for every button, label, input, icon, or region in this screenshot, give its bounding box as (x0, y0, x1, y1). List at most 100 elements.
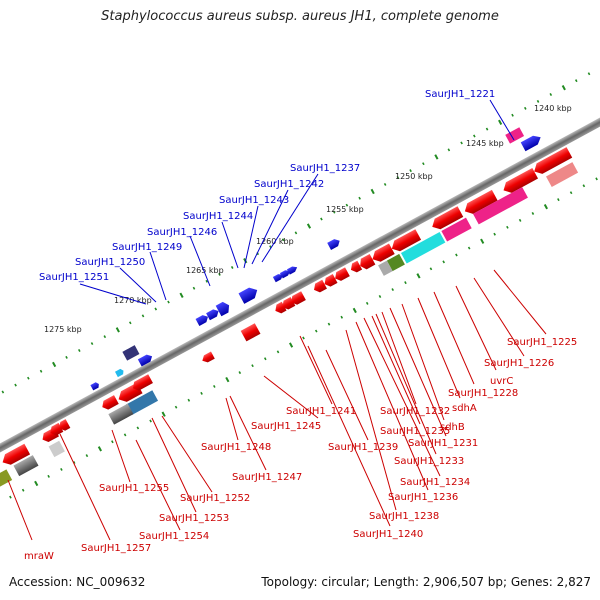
ruler-tick (378, 295, 382, 298)
forward-label-lines (79, 99, 515, 305)
ruler-tick (174, 405, 178, 409)
ruler-tick (383, 182, 387, 186)
ruler-label: 1255 kbp (326, 205, 364, 214)
ruler-label: 1275 kbp (44, 325, 82, 334)
ruler-tick (582, 184, 586, 188)
ruler-tick (34, 480, 39, 487)
forward-gene-label: SaurJH1_1250 (75, 257, 145, 268)
reverse-gene-green (386, 253, 405, 272)
reverse-gene-olive (0, 469, 13, 487)
reverse-gene-j (324, 274, 338, 287)
ruler-tick (192, 286, 196, 290)
ruler-tick (213, 384, 216, 388)
ruler-tick (78, 349, 81, 352)
ruler-tick (60, 467, 63, 471)
reverse-gene-l (291, 291, 306, 305)
ruler-labels: 1240 kbp 1245 kbp 1250 kbp 1255 kbp 1260… (44, 104, 572, 334)
reverse-gene-magenta (473, 187, 528, 225)
ruler-tick (251, 364, 254, 368)
ruler-tick (429, 267, 433, 271)
ruler-tick (531, 211, 535, 215)
ruler-tick (485, 127, 489, 131)
reverse-gene-light (546, 162, 579, 188)
ruler-tick (345, 203, 349, 207)
ruler-tick (480, 238, 485, 244)
forward-gene-label: SaurJH1_1221 (425, 89, 495, 100)
reverse-gene-label: sdhB (440, 422, 465, 433)
ruler-tick (543, 203, 548, 210)
reverse-gene-label: SaurJH1_1234 (400, 477, 470, 488)
reverse-gene-grey (378, 260, 393, 276)
ruler-tick (327, 322, 331, 326)
reverse-gene-steel (125, 390, 159, 416)
reverse-gene-w (2, 443, 31, 465)
reverse-gene-k (314, 279, 327, 293)
forward-gene-label: SaurJH1_1246 (147, 227, 217, 238)
ruler-tick (332, 210, 336, 214)
reverse-gene-label: sdhA (452, 403, 477, 414)
reverse-gene-f (372, 243, 395, 262)
ruler-tick (65, 355, 68, 359)
ruler-tick (511, 113, 514, 117)
ruler-tick (179, 292, 184, 298)
ruler-tick (136, 426, 140, 430)
forward-gene-cyan (114, 368, 124, 378)
reverse-gene-o (240, 323, 261, 342)
reverse-gene-label: SaurJH1_1252 (180, 493, 250, 504)
reverse-gene-m (282, 296, 296, 310)
reverse-gene-label: SaurJH1_1245 (251, 421, 321, 432)
ruler-tick (569, 191, 573, 195)
ruler-tick (409, 169, 412, 173)
ruler-tick (518, 218, 522, 222)
reverse-gene-label: SaurJH1_1240 (353, 529, 423, 540)
ruler-tick (115, 327, 120, 333)
reverse-gene-i (335, 267, 350, 281)
ruler-tick (123, 433, 127, 437)
ruler-tick (14, 383, 17, 387)
ruler-tick (340, 315, 344, 319)
ruler-tick (161, 411, 166, 417)
ruler-tick (128, 321, 132, 325)
ruler-tick (103, 335, 107, 339)
ruler-tick (442, 260, 445, 264)
ruler-tick (455, 253, 458, 257)
ruler-tick (422, 162, 425, 166)
reverse-gene-e (391, 229, 422, 252)
reverse-gene-b (503, 167, 539, 193)
reverse-gene-a (534, 147, 573, 174)
genome-summary-label: Topology: circular; Length: 2,906,507 bp… (261, 575, 591, 589)
reverse-gene-label: SaurJH1_1247 (232, 472, 302, 483)
genome-backbone (0, 81, 600, 489)
reverse-gene-label: uvrC (490, 376, 513, 387)
ruler-tick (154, 307, 158, 311)
reverse-gene-grey-3 (48, 440, 65, 458)
map-title: Staphylococcus aureus subsp. aureus JH1,… (101, 9, 499, 24)
ruler-tick (21, 488, 25, 492)
reverse-gene-label: SaurJH1_1253 (159, 513, 229, 524)
ruler-tick (416, 273, 421, 279)
ruler-tick (47, 474, 50, 478)
ruler-tick (404, 281, 407, 285)
reverse-gene-label: SaurJH1_1248 (201, 442, 271, 453)
reverse-gene-h (350, 260, 363, 273)
ruler-tick (557, 198, 560, 202)
reverse-gene-label: SaurJH1_1255 (99, 483, 169, 494)
ruler-tick (320, 217, 323, 221)
forward-gene-1250 (206, 309, 219, 321)
ruler-tick (498, 119, 503, 125)
reverse-gene-label: SaurJH1_1257 (81, 543, 151, 554)
ruler-tick (595, 177, 598, 181)
ruler-tick (276, 350, 280, 354)
reverse-gene-grey-2 (13, 455, 39, 477)
ruler-tick (225, 376, 230, 383)
forward-gene-1221 (520, 135, 541, 152)
ruler-tick (200, 391, 203, 395)
ruler-tick (434, 154, 439, 160)
ruler-tick (9, 495, 12, 499)
ruler-tick (391, 288, 395, 292)
ruler-tick (263, 357, 267, 361)
ruler-label: 1245 kbp (466, 139, 504, 148)
forward-gene-label: SaurJH1_1249 (112, 242, 182, 253)
ruler-label: 1265 kbp (186, 266, 224, 275)
ruler-tick (39, 369, 43, 373)
